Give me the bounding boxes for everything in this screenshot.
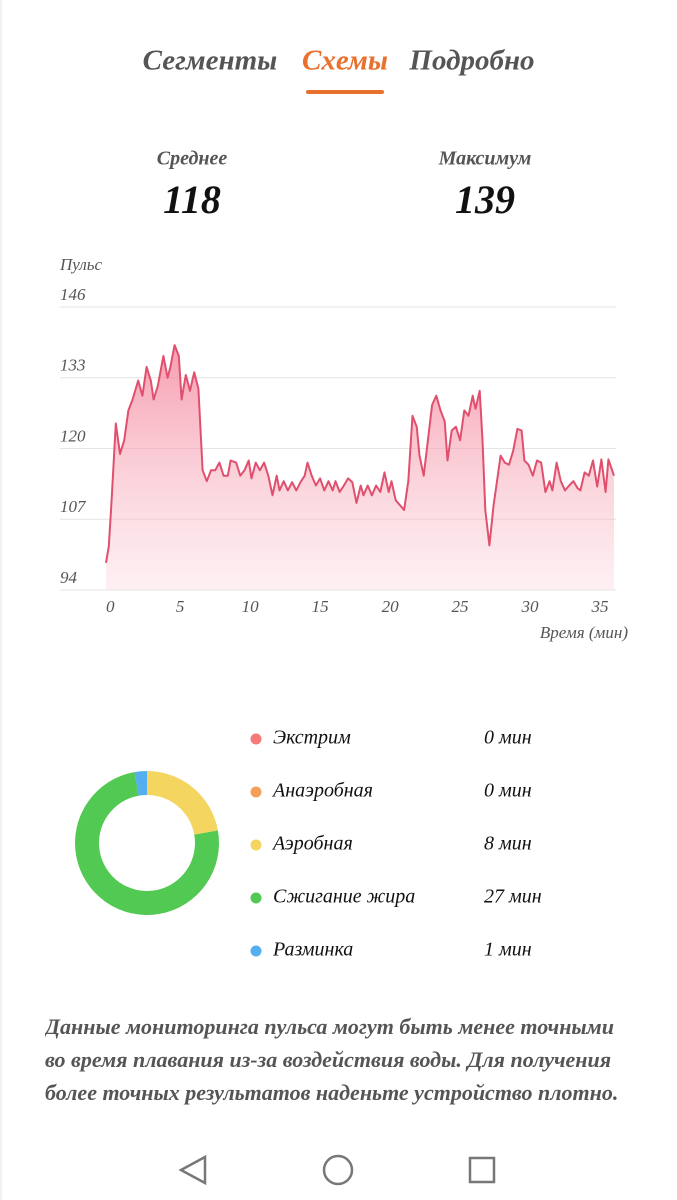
stat-value: 139 (455, 177, 515, 222)
legend-label: Сжигание жира (273, 886, 415, 908)
legend-dot (250, 839, 262, 851)
note: Данные мониторинга пульса могут быть мен… (45, 1014, 619, 1105)
y-tick-label: 146 (60, 285, 86, 304)
area-fill (106, 345, 614, 590)
legend-value: 8 мин (484, 833, 532, 855)
legend-value: 27 мин (484, 886, 542, 908)
y-axis-title: Пульс (59, 255, 103, 274)
nav-bar (178, 1154, 496, 1186)
line (105, 344, 615, 563)
legend-dot (250, 786, 262, 798)
legend-label: Анаэробная (271, 780, 373, 802)
legend-label: Экстрим (273, 727, 351, 749)
stat-label: Среднее (157, 148, 228, 170)
x-tick-label: 25 (452, 597, 469, 616)
x-tick-label: 0 (106, 597, 115, 616)
stat-label: Максимум (438, 148, 532, 170)
tab-underline (306, 90, 384, 94)
x-axis-title: Время (мин) (540, 623, 628, 642)
x-tick-label: 35 (591, 597, 609, 616)
tab[interactable]: Сегменты (143, 45, 278, 77)
x-tick-label: 20 (382, 597, 400, 616)
legend-dot (250, 733, 262, 745)
donut-segment (134, 771, 147, 796)
back-button[interactable] (178, 1154, 207, 1186)
legend-value: 0 мин (484, 727, 532, 749)
donut-segment (75, 772, 220, 916)
stat-value: 118 (163, 177, 221, 222)
y-tick-label: 107 (60, 497, 87, 516)
x-tick-label: 5 (176, 597, 185, 616)
y-tick-label: 94 (60, 568, 78, 587)
y-tick-label: 133 (60, 356, 86, 375)
x-tick-label: 10 (242, 597, 260, 616)
legend-label: Разминка (272, 939, 353, 961)
legend-value: 1 мин (484, 939, 532, 961)
recents-button[interactable] (468, 1156, 496, 1184)
donut-segment (147, 771, 218, 835)
tab-active[interactable]: Схемы (302, 45, 388, 77)
legend-label: Аэробная (271, 833, 353, 855)
home-button[interactable] (322, 1154, 354, 1186)
legend-value: 0 мин (484, 780, 532, 802)
y-tick-label: 120 (60, 426, 86, 445)
legend-dot (250, 892, 262, 904)
legend-dot (250, 945, 262, 957)
x-tick-label: 15 (312, 597, 329, 616)
tab[interactable]: Подробно (408, 45, 534, 77)
x-tick-label: 30 (521, 597, 540, 616)
